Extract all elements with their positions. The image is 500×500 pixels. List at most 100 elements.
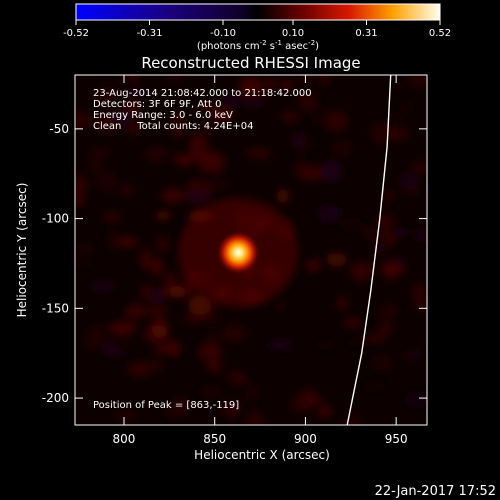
image-texture [170, 121, 186, 139]
image-texture [317, 75, 331, 86]
plot-frame [74, 74, 428, 426]
image-texture [368, 231, 390, 253]
image-texture [127, 75, 139, 83]
image-texture [140, 248, 151, 271]
colorbar-units: (photons cm-2 s-1 asec-2) [197, 39, 319, 52]
image-texture [164, 403, 178, 419]
y-tick-label: -150 [42, 301, 69, 315]
footer-date: 22-Jan-2017 17:52 [375, 484, 496, 499]
annotation-detectors: Detectors: 3F 6F 9F, Att 0 [93, 99, 221, 110]
image-texture [173, 154, 194, 166]
image-texture [342, 317, 364, 328]
image-texture [156, 235, 169, 253]
annotation-energy: Energy Range: 3.0 - 6.0 keV [93, 110, 233, 121]
image-texture [147, 302, 168, 318]
image-texture [200, 121, 216, 133]
y-tick-label: -50 [49, 122, 69, 136]
image-texture [380, 191, 395, 200]
image-texture [280, 112, 300, 122]
colorbar-tick-label: 0.52 [429, 28, 451, 39]
image-texture [305, 258, 321, 272]
image-texture [150, 257, 164, 276]
image-texture [84, 335, 99, 352]
image-texture [245, 410, 264, 425]
image-texture [143, 145, 169, 163]
image-texture [280, 78, 293, 91]
image-texture [138, 285, 155, 300]
image-texture [219, 92, 240, 110]
y-axis-label: Heliocentric Y (arcsec) [15, 183, 29, 318]
image-texture [317, 204, 341, 223]
image-texture [380, 262, 405, 276]
image-texture [211, 176, 230, 192]
y-tick-label: -100 [42, 212, 69, 226]
image-texture [326, 252, 348, 267]
image-texture [186, 188, 212, 205]
image-texture [389, 81, 417, 93]
x-axis-ticks: 800 850 900 950 [113, 75, 408, 446]
annotation-peak-position: Position of Peak = [863,-119] [93, 400, 239, 411]
image-texture [108, 322, 136, 335]
image-texture [201, 102, 216, 111]
annotation-counts: Clean Total counts: 4.24E+04 [93, 121, 253, 132]
image-texture [398, 172, 421, 191]
colorbar-tick-label: 0.10 [282, 28, 304, 39]
image-texture [220, 324, 248, 343]
colorbar-tick-labels: -0.52 -0.31 -0.10 0.10 0.31 0.52 [63, 28, 451, 39]
image-texture [171, 111, 185, 126]
image-texture [267, 339, 294, 351]
image-texture [89, 279, 117, 293]
image-texture [335, 296, 350, 311]
image-texture [163, 75, 187, 82]
image-texture [188, 295, 212, 316]
image-texture [294, 158, 306, 179]
image-texture [324, 111, 349, 132]
image-texture [342, 414, 362, 425]
image-texture [389, 126, 409, 141]
image-texture [370, 122, 396, 145]
image-texture [75, 257, 95, 269]
image-texture [349, 262, 375, 281]
image-texture [198, 385, 224, 399]
image-texture [237, 76, 261, 95]
image-texture [413, 227, 427, 242]
image-texture [290, 393, 313, 414]
image-texture [401, 101, 413, 112]
image-texture [241, 381, 260, 404]
image-texture [128, 361, 151, 377]
image-texture [391, 227, 410, 238]
image-texture [161, 188, 185, 204]
y-axis-ticks: -50 -100 -150 -200 [42, 122, 427, 405]
image-texture [313, 340, 336, 351]
image-texture [113, 75, 124, 88]
image-texture [345, 337, 369, 347]
solar-limb [346, 75, 392, 425]
image-texture [150, 317, 169, 338]
image-texture [362, 380, 387, 392]
image-texture [90, 148, 110, 157]
image-texture [101, 337, 119, 358]
image-texture [197, 343, 223, 360]
colorbar [75, 3, 441, 21]
image-texture [331, 140, 354, 156]
image-texture [370, 356, 395, 371]
image-texture [96, 94, 112, 104]
image-texture [105, 226, 117, 241]
image-texture [95, 171, 118, 193]
image-texture [245, 147, 272, 159]
image-texture [155, 211, 172, 220]
x-axis-label: Heliocentric X (arcsec) [194, 448, 330, 462]
image-texture [124, 304, 149, 318]
image-texture [211, 108, 234, 123]
image-texture [291, 130, 306, 152]
image-texture [123, 87, 151, 98]
image-texture [409, 161, 427, 174]
image-texture [198, 151, 225, 174]
image-texture [75, 174, 89, 197]
image-texture [275, 302, 288, 311]
image-texture [372, 306, 400, 320]
image-texture [377, 320, 394, 335]
image-texture [75, 244, 96, 254]
colorbar-tick-label: -0.10 [210, 28, 236, 39]
image-texture [242, 95, 264, 110]
